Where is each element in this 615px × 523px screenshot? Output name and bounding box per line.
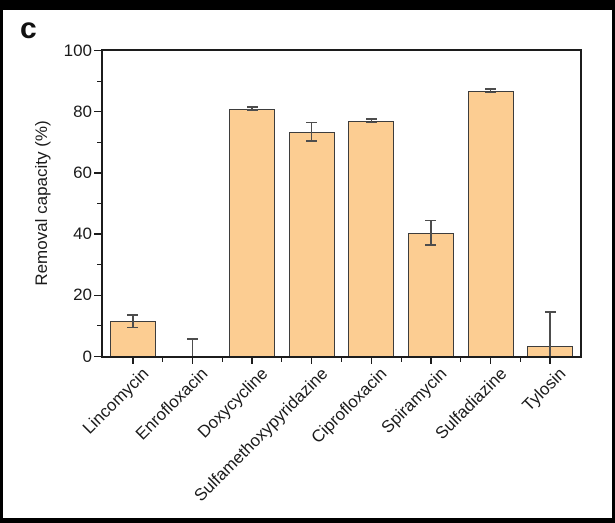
y-axis-major-tick [94, 355, 101, 358]
y-axis-minor-tick [97, 202, 101, 205]
y-tick-label: 0 [82, 346, 92, 366]
error-cap-top-lincomycin [127, 314, 139, 316]
y-tick-label: 60 [73, 162, 92, 182]
error-cap-bottom-lincomycin [127, 326, 139, 329]
y-axis-minor-tick [97, 80, 101, 82]
x-axis-major-tick [549, 358, 551, 364]
x-axis-major-tick [310, 358, 313, 364]
error-cap-top-spiramycin [425, 219, 437, 222]
y-axis-major-tick [94, 233, 101, 235]
x-axis-major-tick [430, 358, 432, 364]
error-bar-doxycycline [251, 107, 253, 111]
error-bar-tylosin [549, 312, 551, 357]
panel-label: c [20, 12, 37, 45]
error-bar-enrofloxacin [191, 339, 194, 357]
x-axis-minor-tick [460, 358, 462, 362]
error-cap-top-sulfamethoxypyridazine [306, 121, 318, 124]
error-cap-top-sulfadiazine [485, 88, 497, 90]
bar-ciprofloxacin [348, 120, 395, 358]
x-axis-minor-tick [400, 358, 402, 362]
error-cap-bottom-ciprofloxacin [365, 121, 377, 124]
y-tick-label: 40 [73, 224, 92, 244]
error-bar-lincomycin [132, 315, 134, 328]
y-tick-label: 100 [63, 40, 92, 60]
y-axis-minor-tick [97, 325, 101, 327]
x-axis-major-tick [132, 358, 134, 364]
error-bar-spiramycin [430, 220, 432, 245]
error-cap-bottom-spiramycin [425, 244, 437, 246]
y-axis-minor-tick [97, 141, 101, 143]
plot-area-frame [101, 49, 582, 358]
error-cap-top-doxycycline [246, 106, 258, 108]
y-axis-major-tick [94, 49, 101, 52]
error-cap-top-ciprofloxacin [365, 118, 377, 120]
y-axis-minor-tick [97, 264, 101, 266]
bar-doxycycline [229, 108, 276, 358]
x-axis-major-tick [489, 358, 492, 364]
x-axis-major-tick [251, 358, 253, 364]
error-bar-ciprofloxacin [370, 119, 373, 123]
bar-spiramycin [407, 232, 454, 358]
y-axis-major-tick [94, 172, 101, 174]
y-tick-label: 80 [73, 101, 92, 121]
x-axis-minor-tick [519, 358, 521, 362]
error-bar-sulfamethoxypyridazine [310, 122, 313, 141]
x-axis-minor-tick [340, 358, 343, 362]
bar-sulfadiazine [467, 90, 514, 358]
x-axis-minor-tick [281, 358, 283, 362]
error-cap-top-enrofloxacin [186, 338, 198, 340]
y-axis-major-tick [94, 294, 101, 297]
error-cap-bottom-doxycycline [246, 109, 258, 111]
y-tick-label: 20 [73, 285, 92, 305]
x-axis-major-tick [191, 358, 194, 364]
error-cap-bottom-sulfamethoxypyridazine [306, 140, 318, 142]
x-axis-minor-tick [162, 358, 164, 362]
x-axis-minor-tick [221, 358, 223, 362]
y-axis-title: Removal capacity (%) [32, 120, 51, 286]
error-cap-bottom-sulfadiazine [485, 91, 497, 94]
error-cap-top-tylosin [544, 311, 556, 313]
x-axis-major-tick [370, 358, 373, 364]
y-axis-major-tick [94, 110, 101, 113]
bar-sulfamethoxypyridazine [288, 131, 335, 358]
error-bar-sulfadiazine [489, 89, 492, 93]
